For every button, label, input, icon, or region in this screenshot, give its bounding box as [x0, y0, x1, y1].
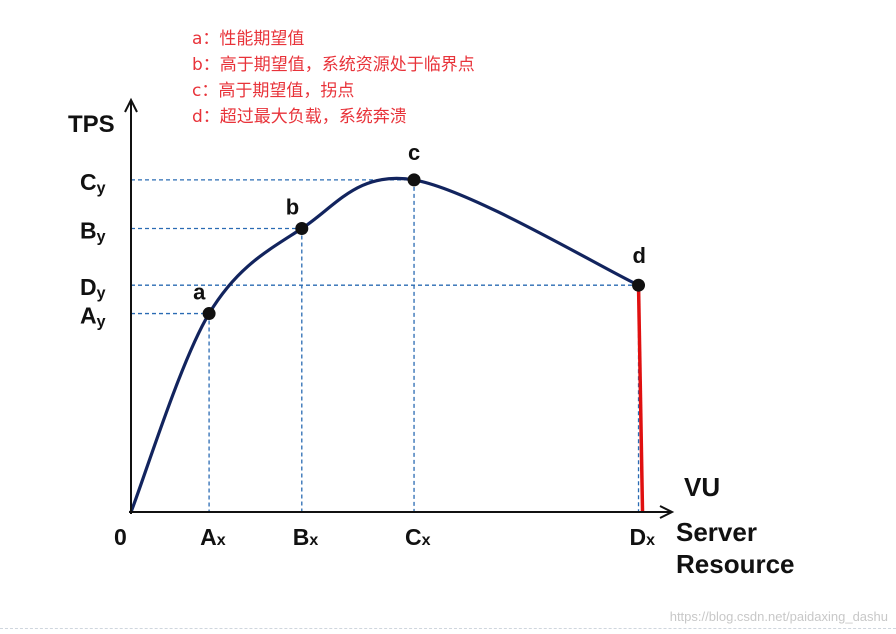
y-tick-Cy: Cy	[80, 169, 106, 197]
point-b	[295, 222, 309, 235]
x-tick-Ax: Ax	[200, 524, 226, 550]
legend-item-b: b：高于期望值，系统资源处于临界点	[192, 55, 475, 75]
watermark: https://blog.csdn.net/paidaxing_dashu	[669, 609, 888, 624]
point-a	[202, 307, 216, 321]
y-tick-Dy: Dy	[80, 274, 106, 302]
y-axis-label: TPS	[68, 111, 115, 138]
y-axis-arrow	[124, 97, 138, 113]
point-label-c: c	[408, 140, 420, 165]
legend: a：性能期望值 b：高于期望值，系统资源处于临界点 c：高于期望值，拐点 d：超…	[192, 26, 475, 130]
legend-item-a: a：性能期望值	[192, 29, 305, 49]
point-label-d: d	[633, 243, 646, 268]
x-axis-label-server: Server	[676, 517, 757, 547]
point-label-a: a	[193, 280, 206, 305]
x-tick-Dx: Dx	[630, 524, 656, 550]
x-axis-label-resource: Resource	[676, 549, 795, 579]
legend-item-c: c：高于期望值，拐点	[192, 81, 355, 101]
crash-drop-line	[636, 285, 645, 513]
origin-label: 0	[114, 524, 127, 550]
x-axis-label-vu: VU	[684, 472, 720, 502]
point-d	[632, 278, 646, 292]
point-c	[407, 173, 421, 187]
legend-item-d: d：超过最大负载，系统奔溃	[192, 107, 407, 127]
performance-curve	[129, 176, 640, 513]
y-tick-Ay: Ay	[80, 303, 106, 331]
bottom-border	[0, 628, 896, 629]
x-tick-Cx: Cx	[405, 524, 431, 550]
y-tick-By: By	[80, 218, 106, 246]
point-label-b: b	[286, 195, 299, 220]
x-axis-arrow	[659, 505, 675, 519]
x-tick-Bx: Bx	[293, 524, 319, 550]
